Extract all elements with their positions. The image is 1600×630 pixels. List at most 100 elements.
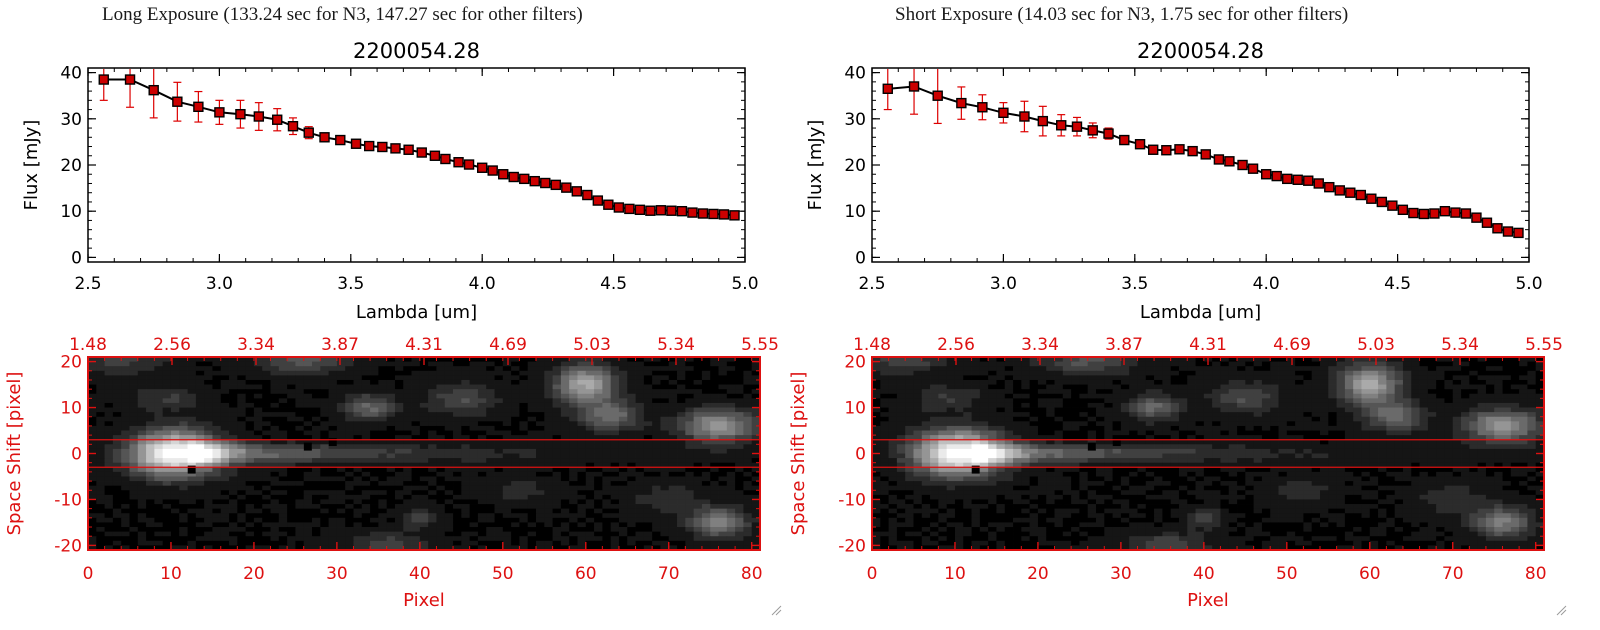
heatmap-cell (428, 421, 437, 427)
heatmap-cell (312, 448, 321, 454)
heatmap-cell (718, 384, 728, 390)
heatmap-cell (270, 407, 280, 413)
heatmap-cell (195, 499, 205, 505)
heatmap-cell (1087, 357, 1097, 362)
heatmap-cell (685, 490, 695, 496)
heatmap-cell (245, 448, 255, 454)
heatmap-cell (477, 448, 487, 454)
heatmap-cell (536, 513, 545, 519)
heatmap-cell (403, 389, 412, 395)
heatmap-cell (1344, 402, 1354, 408)
heatmap-cell (519, 522, 529, 528)
heatmap-cell (1046, 375, 1055, 381)
heatmap-cell (121, 513, 130, 519)
heatmap-cell (1286, 384, 1296, 390)
heatmap-cell (1419, 370, 1429, 376)
heatmap-cell (536, 453, 545, 459)
heatmap-cell (486, 421, 495, 427)
heatmap-cell (552, 389, 562, 395)
heatmap-cell (1361, 357, 1371, 362)
heatmap-cell (1046, 366, 1055, 372)
heatmap-cell (1037, 402, 1047, 408)
heatmap-cell (1137, 389, 1147, 395)
heatmap-cell (220, 412, 230, 418)
heatmap-cell (170, 393, 180, 399)
heatmap-cell (1295, 389, 1304, 395)
heatmap-cell (137, 499, 147, 505)
y-tick-label: 10 (60, 399, 82, 419)
heatmap-cell (386, 467, 396, 473)
heatmap-cell (287, 439, 296, 445)
heatmap-cell (494, 384, 504, 390)
heatmap-cell (1087, 393, 1097, 399)
heatmap-cell (1013, 393, 1022, 399)
heatmap-cell (1535, 393, 1545, 399)
heatmap-cell (726, 453, 736, 459)
heatmap-cell (1494, 357, 1503, 362)
heatmap-cell (1311, 393, 1321, 399)
heatmap-cell (96, 384, 105, 390)
heatmap-cell (1286, 361, 1296, 367)
heatmap-cell (536, 375, 545, 381)
heatmap-cell (735, 407, 744, 413)
heatmap-cell (1328, 361, 1337, 367)
heatmap-cell (1129, 375, 1138, 381)
heatmap-cell (121, 361, 130, 367)
heatmap-cell (552, 485, 562, 491)
heatmap-cell (921, 384, 931, 390)
heatmap-cell (693, 545, 703, 551)
heatmap-cell (660, 481, 670, 487)
heatmap-cell (469, 485, 479, 491)
heatmap-cell (544, 540, 553, 546)
heatmap-cell (988, 393, 997, 399)
heatmap-cell (569, 481, 578, 487)
heatmap-cell (312, 494, 321, 500)
heatmap-cell (585, 536, 595, 542)
heatmap-cell (726, 531, 736, 537)
heatmap-cell (253, 398, 263, 404)
heatmap-cell (1353, 384, 1362, 390)
heatmap-cell (1295, 361, 1304, 367)
heatmap-cell (162, 467, 172, 473)
heatmap-cell (245, 499, 255, 505)
heatmap-cell (880, 379, 889, 385)
heatmap-cell (220, 398, 230, 404)
heatmap-cell (726, 384, 736, 390)
heatmap-cell (1444, 384, 1454, 390)
heatmap-cell (618, 444, 628, 450)
heatmap-cell (1187, 375, 1196, 381)
heatmap-cell (1427, 393, 1437, 399)
heatmap-cell (137, 439, 147, 445)
heatmap-cell (1303, 357, 1313, 362)
heatmap-cell (303, 370, 313, 376)
heatmap-cell (262, 540, 271, 546)
heatmap-cell (1096, 361, 1105, 367)
heatmap-cell (1270, 384, 1279, 390)
heatmap-cell (938, 357, 948, 362)
heatmap-cell (336, 435, 346, 441)
heatmap-cell (187, 389, 197, 395)
heatmap-cell (245, 435, 255, 441)
heatmap-cell (411, 458, 421, 464)
heatmap-cell (1137, 398, 1147, 404)
heatmap-cell (204, 425, 213, 431)
heatmap-cell (287, 504, 296, 510)
heatmap-cell (577, 393, 587, 399)
heatmap-cell (494, 462, 504, 468)
heatmap-cell (419, 490, 429, 496)
heatmap-cell (312, 435, 321, 441)
heatmap-cell (1220, 389, 1230, 395)
heatmap-cell (411, 476, 421, 482)
heatmap-cell (979, 389, 989, 395)
heatmap-cell (536, 481, 545, 487)
heatmap-cell (751, 545, 761, 551)
heatmap-cell (652, 536, 661, 542)
heatmap-cell (1502, 384, 1512, 390)
heatmap-cell (1237, 375, 1246, 381)
heatmap-cell (262, 412, 271, 418)
heatmap-cell (511, 504, 520, 510)
heatmap-cell (560, 522, 570, 528)
heatmap-cell (187, 361, 197, 367)
heatmap-cell (1519, 370, 1528, 376)
heatmap-cell (336, 458, 346, 464)
